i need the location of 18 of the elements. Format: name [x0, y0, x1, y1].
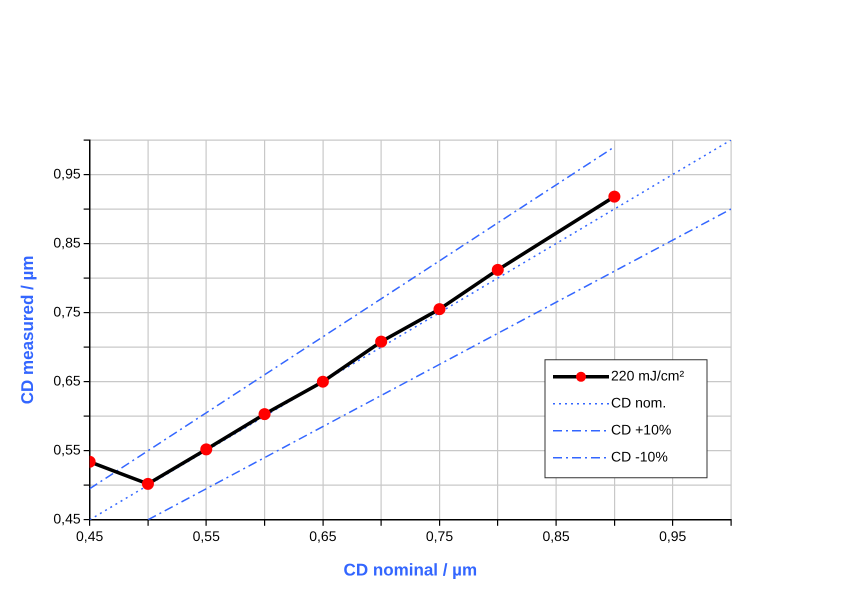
x-tick-label: 0,65	[309, 528, 337, 544]
legend-label: 220 mJ/cm²	[611, 368, 684, 384]
y-tick-label: 0,75	[53, 303, 81, 320]
x-tick-label: 0,75	[426, 528, 454, 544]
y-tick-label: 0,95	[53, 165, 81, 182]
y-tick-label: 0,65	[53, 372, 81, 389]
legend-label: CD -10%	[611, 448, 668, 465]
x-tick-label: 0,85	[542, 528, 570, 544]
x-tick-label: 0,45	[76, 528, 104, 544]
legend-label: CD nom.	[611, 394, 666, 411]
legend-label: CD +10%	[611, 422, 672, 438]
x-tick-label: 0,55	[192, 528, 220, 544]
y-tick-label: 0,55	[53, 442, 81, 458]
x-axis-title: CD nominal / µm	[344, 560, 478, 580]
y-axis-title: CD measured / µm	[18, 256, 37, 404]
y-tick-label: 0,45	[53, 510, 81, 527]
x-tick-label: 0,95	[659, 528, 687, 544]
y-tick-label: 0,85	[53, 234, 81, 250]
